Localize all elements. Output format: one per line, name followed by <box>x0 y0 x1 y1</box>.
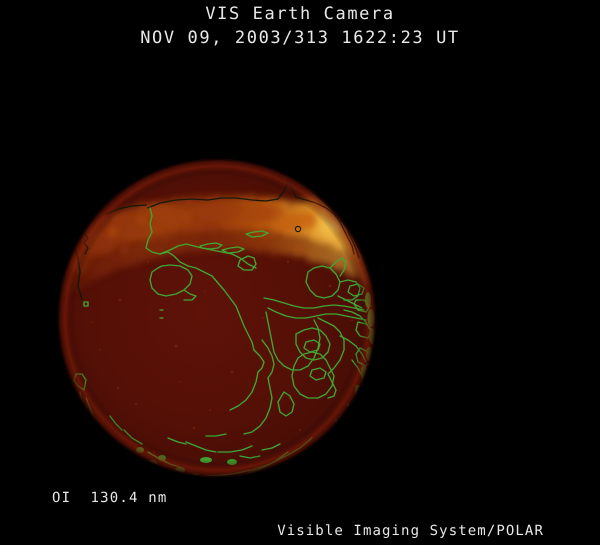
disk-edge <box>57 158 377 478</box>
page-title: VIS Earth Camera <box>205 4 395 24</box>
timestamp-label: NOV 09, 2003/313 1622:23 UT <box>140 28 460 48</box>
limb-darkening <box>59 160 375 476</box>
wavelength-label: OI 130.4 nm <box>52 490 168 506</box>
credit-instrument: Visible Imaging System/POLAR <box>277 523 544 539</box>
credit-block: Visible Imaging System/POLAR The Univers… <box>239 489 544 545</box>
